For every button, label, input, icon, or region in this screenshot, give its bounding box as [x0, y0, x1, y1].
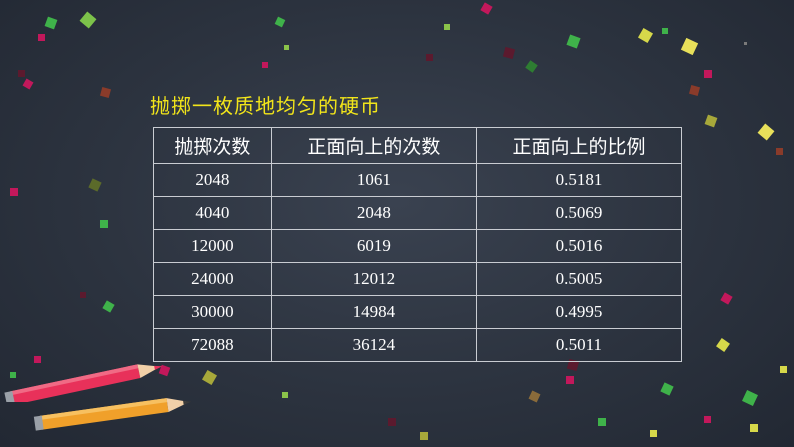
- table-cell: 36124: [270, 328, 477, 362]
- confetti-piece: [18, 70, 25, 77]
- confetti-piece: [757, 123, 775, 141]
- confetti-piece: [79, 11, 97, 29]
- confetti-piece: [525, 60, 538, 73]
- confetti-piece: [426, 54, 433, 61]
- column-header: 正面向上的次数: [270, 127, 477, 164]
- table-cell: 2048: [270, 196, 477, 230]
- table-cell: 0.5005: [475, 262, 683, 296]
- confetti-piece: [34, 356, 41, 363]
- coin-toss-table: 抛掷次数 正面向上的次数 正面向上的比例 2048 1061 0.5181 40…: [153, 127, 683, 362]
- confetti-piece: [598, 418, 606, 426]
- table-cell: 1061: [270, 163, 477, 197]
- confetti-piece: [742, 390, 758, 406]
- table-row: 24000 12012 0.5005: [153, 262, 683, 296]
- confetti-piece: [704, 416, 711, 423]
- table-cell: 0.5181: [475, 163, 683, 197]
- red-pencil-icon: [4, 364, 163, 402]
- confetti-piece: [780, 366, 787, 373]
- confetti-piece: [566, 376, 574, 384]
- confetti-piece: [662, 28, 668, 34]
- table-cell: 2048: [153, 163, 272, 197]
- confetti-piece: [704, 114, 718, 128]
- column-header: 正面向上的比例: [475, 127, 683, 164]
- table-cell: 0.5011: [475, 328, 683, 362]
- confetti-piece: [480, 2, 493, 15]
- confetti-piece: [38, 34, 45, 41]
- table-cell: 24000: [153, 262, 272, 296]
- confetti-piece: [660, 382, 674, 396]
- confetti-piece: [637, 27, 654, 44]
- confetti-piece: [720, 292, 733, 305]
- confetti-piece: [262, 62, 268, 68]
- confetti-piece: [100, 220, 108, 228]
- confetti-piece: [566, 34, 581, 49]
- orange-pencil-icon: [33, 398, 192, 431]
- confetti-piece: [10, 188, 18, 196]
- confetti-piece: [201, 369, 218, 386]
- confetti-piece: [22, 78, 34, 90]
- table-cell: 72088: [153, 328, 272, 362]
- confetti-piece: [284, 45, 289, 50]
- table-cell: 12000: [153, 229, 272, 263]
- confetti-piece: [88, 178, 102, 192]
- table-cell: 0.5016: [475, 229, 683, 263]
- confetti-piece: [704, 70, 712, 78]
- table-cell: 6019: [270, 229, 477, 263]
- confetti-piece: [80, 292, 86, 298]
- column-header: 抛掷次数: [153, 127, 272, 164]
- confetti-piece: [420, 432, 428, 440]
- confetti-piece: [99, 86, 112, 99]
- confetti-piece: [716, 338, 730, 352]
- table-cell: 12012: [270, 262, 477, 296]
- confetti-piece: [274, 16, 286, 28]
- table-row: 4040 2048 0.5069: [153, 196, 683, 230]
- confetti-piece: [502, 46, 516, 60]
- confetti-piece: [44, 16, 58, 30]
- confetti-piece: [688, 84, 701, 97]
- confetti-piece: [10, 372, 16, 378]
- table-cell: 0.4995: [475, 295, 683, 329]
- table-cell: 14984: [270, 295, 477, 329]
- confetti-piece: [102, 300, 115, 313]
- confetti-piece: [744, 42, 747, 45]
- table-cell: 0.5069: [475, 196, 683, 230]
- confetti-piece: [650, 430, 657, 437]
- table-header-row: 抛掷次数 正面向上的次数 正面向上的比例: [153, 127, 683, 164]
- heading: 抛掷一枚质地均匀的硬币: [150, 94, 381, 118]
- confetti-piece: [680, 37, 699, 56]
- confetti-piece: [750, 424, 758, 432]
- confetti-piece: [388, 418, 396, 426]
- table-row: 30000 14984 0.4995: [153, 295, 683, 329]
- confetti-piece: [444, 24, 450, 30]
- table-row: 12000 6019 0.5016: [153, 229, 683, 263]
- confetti-piece: [528, 390, 541, 403]
- table-row: 2048 1061 0.5181: [153, 163, 683, 197]
- table-row: 72088 36124 0.5011: [153, 328, 683, 362]
- confetti-piece: [776, 148, 783, 155]
- table-cell: 30000: [153, 295, 272, 329]
- table-cell: 4040: [153, 196, 272, 230]
- confetti-piece: [282, 392, 288, 398]
